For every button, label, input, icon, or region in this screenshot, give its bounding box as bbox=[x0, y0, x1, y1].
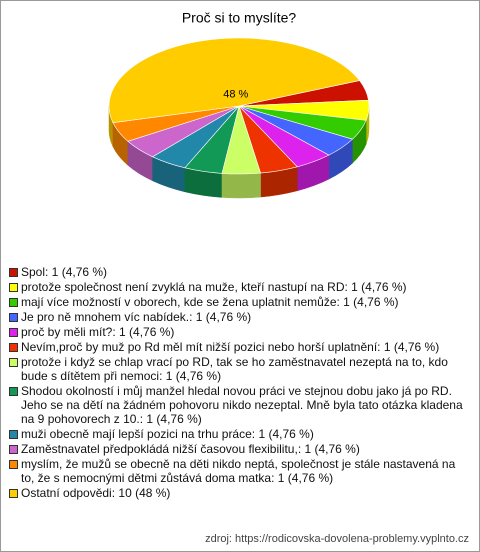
legend-label: Spol: 1 (4,76 %) bbox=[21, 265, 108, 279]
legend-item: proč by měli mít?: 1 (4,76 %) bbox=[9, 325, 471, 339]
legend-swatch bbox=[9, 460, 18, 469]
legend-swatch bbox=[9, 343, 18, 352]
legend-swatch bbox=[9, 387, 18, 396]
legend-swatch bbox=[9, 358, 18, 367]
chart: Proč si to myslíte? 48 % bbox=[108, 10, 370, 199]
legend-label: Nevím,proč by muž po Rd měl mít nižší po… bbox=[21, 340, 440, 354]
slice bbox=[108, 37, 361, 123]
legend-label: muži obecně mají lepší pozici na trhu pr… bbox=[21, 427, 314, 441]
legend-label: proč by měli mít?: 1 (4,76 %) bbox=[21, 325, 175, 339]
legend: Spol: 1 (4,76 %) protože společnost není … bbox=[9, 265, 471, 501]
legend-item: Je pro ně mnohem víc nabídek.: 1 (4,76 %… bbox=[9, 310, 471, 324]
legend-label: Je pro ně mnohem víc nabídek.: 1 (4,76 %… bbox=[21, 310, 252, 324]
legend-item: protože společnost není zvyklá na muže, … bbox=[9, 280, 471, 294]
legend-label: myslím, že mužů se obecně na děti nikdo … bbox=[21, 457, 456, 485]
legend-swatch bbox=[9, 283, 18, 292]
legend-label: mají více možností v oborech, kde se žen… bbox=[21, 295, 399, 309]
chart-title: Proč si to myslíte? bbox=[182, 10, 297, 26]
slice-side bbox=[221, 172, 261, 199]
legend-item: mají více možností v oborech, kde se žen… bbox=[9, 295, 471, 309]
legend-item: Shodou okolností i můj manžel hledal nov… bbox=[9, 384, 471, 426]
legend-item: protože i když se chlap vrací po RD, tak… bbox=[9, 355, 471, 383]
legend-swatch bbox=[9, 489, 18, 498]
legend-item: Nevím,proč by muž po Rd měl mít nižší po… bbox=[9, 340, 471, 354]
legend-label: protože společnost není zvyklá na muže, … bbox=[21, 280, 407, 294]
legend-label: Shodou okolností i můj manžel hledal nov… bbox=[21, 384, 463, 426]
legend-swatch bbox=[9, 328, 18, 337]
legend-item: Spol: 1 (4,76 %) bbox=[9, 265, 471, 279]
legend-swatch bbox=[9, 298, 18, 307]
legend-swatch bbox=[9, 430, 18, 439]
source: zdroj: https://rodicovska-dovolena-probl… bbox=[205, 533, 469, 545]
legend-item: muži obecně mají lepší pozici na trhu pr… bbox=[9, 427, 471, 441]
legend-item: Ostatní odpovědi: 10 (48 %) bbox=[9, 486, 471, 500]
legend-label: Zaměstnavatel předpokládá nižší časovou … bbox=[21, 442, 360, 456]
legend-item: myslím, že mužů se obecně na děti nikdo … bbox=[9, 457, 471, 485]
legend-item: Zaměstnavatel předpokládá nižší časovou … bbox=[9, 442, 471, 456]
legend-swatch bbox=[9, 268, 18, 277]
legend-label: Ostatní odpovědi: 10 (48 %) bbox=[21, 486, 171, 500]
legend-swatch bbox=[9, 445, 18, 454]
data-label: 48 % bbox=[223, 89, 248, 101]
legend-swatch bbox=[9, 313, 18, 322]
legend-label: protože i když se chlap vrací po RD, tak… bbox=[21, 355, 448, 383]
